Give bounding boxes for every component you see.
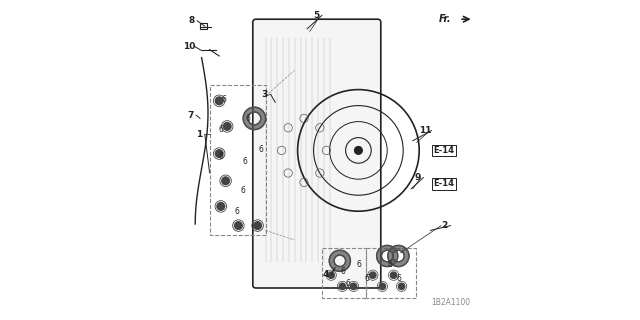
Text: 1: 1 [196, 130, 202, 139]
Circle shape [351, 283, 357, 290]
Circle shape [254, 222, 262, 229]
Circle shape [339, 283, 346, 290]
Circle shape [328, 272, 335, 278]
Circle shape [217, 203, 225, 210]
Circle shape [215, 97, 223, 105]
Text: 5: 5 [313, 11, 319, 20]
Text: 10: 10 [182, 42, 195, 51]
Circle shape [379, 283, 385, 290]
Text: 6: 6 [241, 186, 246, 195]
FancyBboxPatch shape [200, 23, 207, 29]
Text: 6: 6 [365, 274, 370, 283]
Circle shape [355, 147, 362, 154]
Text: 11: 11 [419, 126, 432, 135]
Text: 2: 2 [442, 221, 448, 230]
Text: 6: 6 [356, 260, 362, 269]
Text: 9: 9 [415, 173, 420, 182]
Text: 6: 6 [218, 152, 223, 161]
Text: 6: 6 [259, 145, 263, 154]
Text: 8: 8 [188, 16, 195, 25]
Text: 1B2A1100: 1B2A1100 [431, 298, 470, 307]
Text: Fr.: Fr. [438, 14, 451, 24]
Text: E-14: E-14 [434, 180, 454, 188]
Circle shape [390, 272, 397, 278]
Circle shape [398, 283, 405, 290]
Text: 6: 6 [218, 125, 223, 134]
Text: 6: 6 [340, 267, 345, 276]
Text: 6: 6 [346, 279, 351, 288]
Text: 3: 3 [262, 90, 268, 99]
Text: 4: 4 [323, 270, 329, 279]
Text: E-14: E-14 [434, 146, 454, 155]
Circle shape [222, 177, 230, 185]
FancyBboxPatch shape [253, 19, 381, 288]
Text: 6: 6 [387, 260, 392, 269]
Text: 6: 6 [397, 274, 402, 283]
Text: 6: 6 [234, 207, 239, 216]
Circle shape [215, 150, 223, 157]
Circle shape [235, 222, 243, 229]
Text: 7: 7 [188, 111, 193, 120]
Circle shape [223, 123, 231, 130]
Text: 6: 6 [243, 157, 247, 166]
Circle shape [370, 272, 376, 278]
Text: 6: 6 [221, 95, 227, 104]
Text: 6: 6 [246, 114, 250, 123]
